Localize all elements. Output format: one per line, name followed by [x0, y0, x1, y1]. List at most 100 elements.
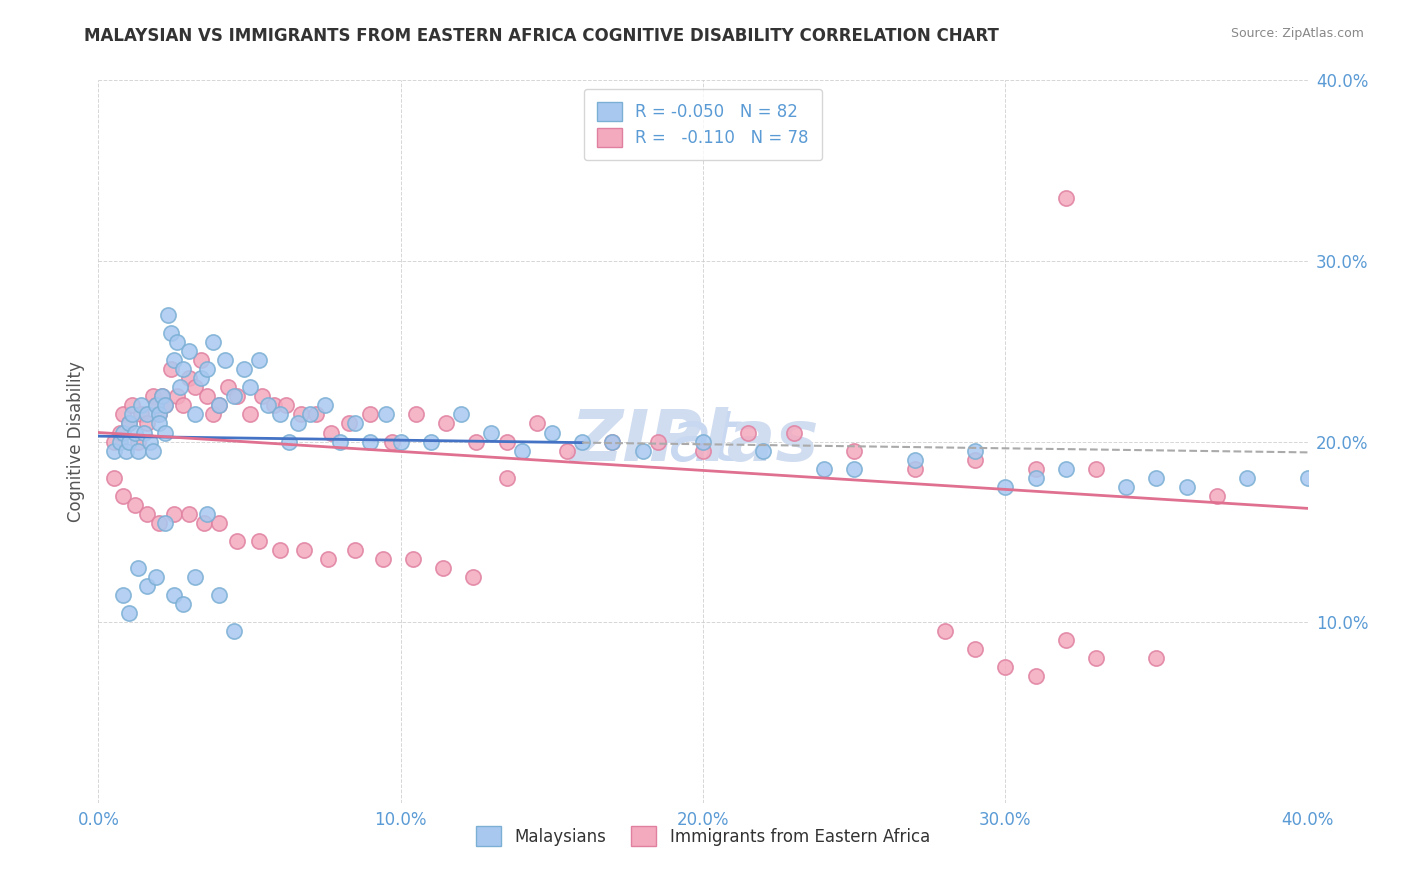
Point — [844, 461, 866, 475]
Point — [148, 516, 170, 530]
Point — [1236, 471, 1258, 485]
Point — [153, 425, 176, 440]
Point — [103, 471, 125, 485]
Point — [321, 425, 343, 440]
Point — [166, 389, 188, 403]
Point — [1085, 651, 1108, 665]
Point — [179, 507, 201, 521]
Point — [1206, 489, 1229, 503]
Point — [150, 389, 173, 403]
Point — [510, 443, 533, 458]
Point — [118, 434, 141, 449]
Point — [316, 552, 339, 566]
Point — [103, 434, 125, 449]
Point — [904, 461, 927, 475]
Point — [226, 389, 249, 403]
Point — [344, 417, 367, 431]
Point — [172, 362, 194, 376]
Point — [160, 362, 183, 376]
Point — [277, 434, 299, 449]
Point — [108, 425, 131, 440]
Point — [127, 561, 149, 575]
Point — [190, 371, 212, 385]
Point — [269, 542, 291, 557]
Point — [172, 398, 194, 412]
Point — [389, 434, 412, 449]
Point — [337, 417, 360, 431]
Point — [153, 516, 176, 530]
Text: Source: ZipAtlas.com: Source: ZipAtlas.com — [1230, 27, 1364, 40]
Point — [305, 408, 328, 422]
Point — [142, 389, 165, 403]
Point — [184, 380, 207, 394]
Point — [111, 489, 134, 503]
Point — [934, 624, 956, 639]
Point — [108, 434, 131, 449]
Point — [495, 434, 517, 449]
Point — [132, 425, 155, 440]
Text: las: las — [703, 407, 820, 476]
Point — [179, 344, 201, 359]
Legend: Malaysians, Immigrants from Eastern Africa: Malaysians, Immigrants from Eastern Afri… — [470, 820, 936, 852]
Point — [371, 552, 394, 566]
Point — [1024, 471, 1046, 485]
Point — [135, 408, 157, 422]
Point — [202, 408, 225, 422]
Point — [274, 398, 297, 412]
Point — [1085, 461, 1108, 475]
Point — [184, 408, 207, 422]
Point — [965, 443, 987, 458]
Point — [217, 380, 239, 394]
Point — [195, 389, 218, 403]
Point — [202, 335, 225, 350]
Point — [139, 434, 162, 449]
Point — [208, 516, 231, 530]
Point — [783, 425, 806, 440]
Point — [145, 398, 167, 412]
Point — [374, 408, 396, 422]
Point — [127, 434, 149, 449]
Point — [135, 579, 157, 593]
Point — [844, 443, 866, 458]
Point — [163, 353, 186, 368]
Point — [481, 425, 503, 440]
Point — [1175, 480, 1198, 494]
Point — [224, 389, 246, 403]
Point — [263, 398, 285, 412]
Point — [692, 443, 714, 458]
Point — [269, 408, 291, 422]
Point — [129, 398, 152, 412]
Point — [402, 552, 425, 566]
Point — [381, 434, 404, 449]
Point — [994, 480, 1017, 494]
Point — [179, 371, 201, 385]
Point — [1296, 471, 1319, 485]
Point — [405, 408, 427, 422]
Point — [111, 425, 134, 440]
Point — [1024, 669, 1046, 683]
Point — [163, 507, 186, 521]
Point — [526, 417, 548, 431]
Point — [121, 398, 143, 412]
Point — [994, 660, 1017, 674]
Point — [602, 434, 624, 449]
Point — [135, 507, 157, 521]
Point — [602, 434, 624, 449]
Point — [1054, 461, 1077, 475]
Point — [208, 398, 231, 412]
Point — [150, 389, 173, 403]
Point — [111, 408, 134, 422]
Point — [239, 408, 262, 422]
Point — [287, 417, 309, 431]
Point — [737, 425, 759, 440]
Point — [190, 353, 212, 368]
Point — [145, 398, 167, 412]
Point — [360, 434, 382, 449]
Point — [208, 398, 231, 412]
Point — [195, 362, 218, 376]
Point — [250, 389, 273, 403]
Point — [647, 434, 669, 449]
Point — [314, 398, 336, 412]
Point — [127, 443, 149, 458]
Point — [540, 425, 562, 440]
